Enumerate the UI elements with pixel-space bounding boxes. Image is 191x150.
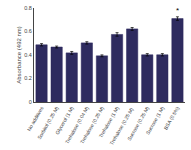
svg-text:Trehalose (0.25 M): Trehalose (0.25 M)	[79, 105, 105, 145]
svg-text:Trehalose (0.25 M): Trehalose (0.25 M)	[108, 105, 135, 146]
svg-text:Sorbitol (0.25 M): Sorbitol (0.25 M)	[36, 105, 60, 140]
svg-text:Glycerol (1 M): Glycerol (1 M)	[54, 105, 75, 135]
svg-text:0.2: 0.2	[24, 75, 32, 81]
svg-text:No additives: No additives	[26, 105, 45, 132]
svg-text:Trehalose (1 M): Trehalose (1 M)	[97, 105, 120, 139]
svg-text:0.6: 0.6	[24, 28, 32, 34]
svg-text:*: *	[176, 6, 179, 15]
svg-text:BSA (0.5%): BSA (0.5%)	[162, 105, 180, 131]
svg-text:0.8: 0.8	[24, 5, 32, 11]
svg-text:Sucrose (0.25 M): Sucrose (0.25 M)	[126, 105, 151, 141]
svg-text:Absorbance (492 nm): Absorbance (492 nm)	[16, 26, 22, 84]
svg-text:Trehalose (0.04 M): Trehalose (0.04 M)	[64, 105, 90, 145]
svg-text:Sucrose (1 M): Sucrose (1 M)	[144, 105, 165, 135]
svg-text:0: 0	[29, 99, 32, 105]
svg-text:0.4: 0.4	[24, 52, 32, 58]
